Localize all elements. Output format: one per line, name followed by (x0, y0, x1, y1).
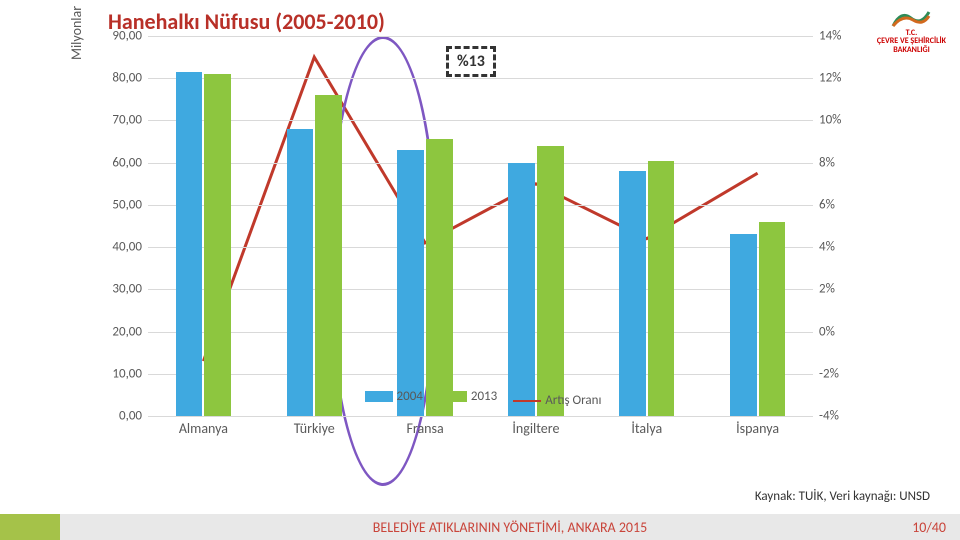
bar-2004 (508, 163, 535, 416)
y-tick-left: 20,00 (112, 324, 148, 339)
bar-2004 (287, 129, 314, 416)
y-tick-right: 8% (813, 155, 835, 170)
y-tick-right: -4% (813, 409, 839, 424)
y-tick-right: 10% (813, 113, 841, 128)
legend-item: 2004 (365, 389, 423, 404)
legend-line-icon (513, 400, 541, 402)
legend-item: Artış Oranı (513, 393, 601, 408)
gridline (148, 78, 813, 79)
y-tick-left: 30,00 (112, 282, 148, 297)
gridline (148, 416, 813, 417)
chart-area: %13 0,00 -4% 10,00 -2% 20,00 0% 30,00 2% 40,00 4%… (108, 36, 858, 446)
footer-main: BELEDİYE ATIKLARININ YÖNETİMİ, ANKARA 20… (60, 514, 960, 540)
x-category-label: Fransa (406, 416, 443, 437)
y-tick-right: 14% (813, 29, 841, 44)
y-tick-left: 60,00 (112, 155, 148, 170)
bar-2004 (176, 72, 203, 416)
chart-title: Hanehalkı Nüfusu (2005-2010) (108, 8, 385, 35)
footer-title: BELEDİYE ATIKLARININ YÖNETİMİ, ANKARA 20… (373, 519, 647, 536)
ministry-logo: T.C. ÇEVRE VE ŞEHİRCİLİK BAKANLIĞI (877, 6, 946, 54)
y-tick-right: 12% (813, 71, 841, 86)
y-tick-left: 40,00 (112, 240, 148, 255)
y-tick-left: 80,00 (112, 71, 148, 86)
line-series-svg (148, 36, 813, 416)
bar-2013 (759, 222, 786, 416)
logo-line3: BAKANLIĞI (893, 45, 930, 55)
y-tick-left: 10,00 (112, 366, 148, 381)
bar-2013 (204, 74, 231, 416)
legend-swatch-icon (365, 391, 393, 402)
x-category-label: İngiltere (512, 416, 559, 437)
bar-2013 (648, 161, 675, 416)
legend-label: Artış Oranı (545, 393, 601, 408)
y-tick-right: 4% (813, 240, 835, 255)
logo-icon (891, 6, 931, 28)
y-tick-left: 90,00 (112, 29, 148, 44)
gridline (148, 205, 813, 206)
y-tick-right: 6% (813, 197, 835, 212)
y-tick-right: 2% (813, 282, 835, 297)
legend-label: 2004 (397, 389, 423, 404)
gridline (148, 374, 813, 375)
bar-2004 (619, 171, 646, 416)
footer-accent (0, 514, 60, 540)
bar-2013 (426, 139, 453, 416)
gridline (148, 332, 813, 333)
gridline (148, 36, 813, 37)
y-tick-left: 50,00 (112, 197, 148, 212)
legend: 2004 2013 Artış Oranı (108, 389, 858, 409)
y-tick-left: 0,00 (119, 409, 148, 424)
x-category-label: Türkiye (294, 416, 335, 437)
legend-swatch-icon (439, 391, 467, 402)
y-axis-label: Milyonlar (68, 6, 85, 60)
gridline (148, 163, 813, 164)
bar-2013 (537, 146, 564, 416)
x-category-label: İtalya (631, 416, 662, 437)
gridline (148, 289, 813, 290)
y-tick-left: 70,00 (112, 113, 148, 128)
bar-2004 (397, 150, 424, 416)
gridline (148, 120, 813, 121)
y-tick-right: 0% (813, 324, 835, 339)
callout-label: %13 (446, 46, 496, 77)
x-category-label: İspanya (736, 416, 779, 437)
legend-item: 2013 (439, 389, 497, 404)
source-text: Kaynak: TUİK, Veri kaynağı: UNSD (755, 489, 930, 504)
plot-area: %13 0,00-4%10,00-2%20,000%30,002%40,004%… (148, 36, 813, 416)
x-category-label: Almanya (179, 416, 228, 437)
y-tick-right: -2% (813, 366, 839, 381)
bar-2013 (315, 95, 342, 416)
footer: BELEDİYE ATIKLARININ YÖNETİMİ, ANKARA 20… (0, 514, 960, 540)
legend-label: 2013 (471, 389, 497, 404)
footer-page: 10/40 (912, 519, 946, 536)
gridline (148, 247, 813, 248)
